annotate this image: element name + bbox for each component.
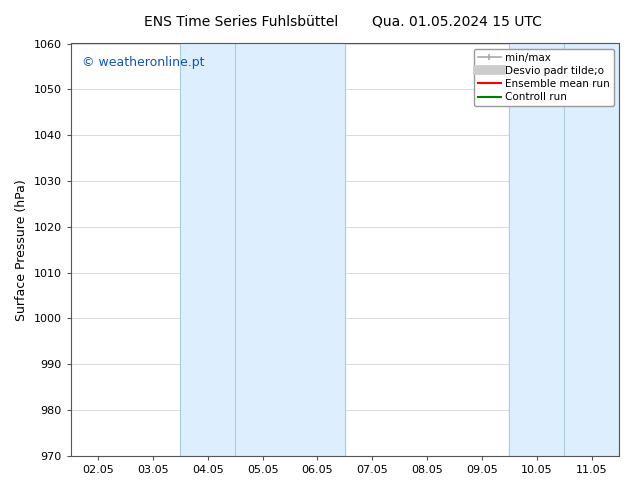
Legend: min/max, Desvio padr tilde;o, Ensemble mean run, Controll run: min/max, Desvio padr tilde;o, Ensemble m… [474, 49, 614, 106]
Text: ENS Time Series Fuhlsbüttel: ENS Time Series Fuhlsbüttel [144, 15, 338, 29]
Text: © weatheronline.pt: © weatheronline.pt [82, 56, 204, 69]
Text: Qua. 01.05.2024 15 UTC: Qua. 01.05.2024 15 UTC [372, 15, 541, 29]
Y-axis label: Surface Pressure (hPa): Surface Pressure (hPa) [15, 179, 28, 320]
Bar [509, 44, 619, 456]
Bar [180, 44, 345, 456]
